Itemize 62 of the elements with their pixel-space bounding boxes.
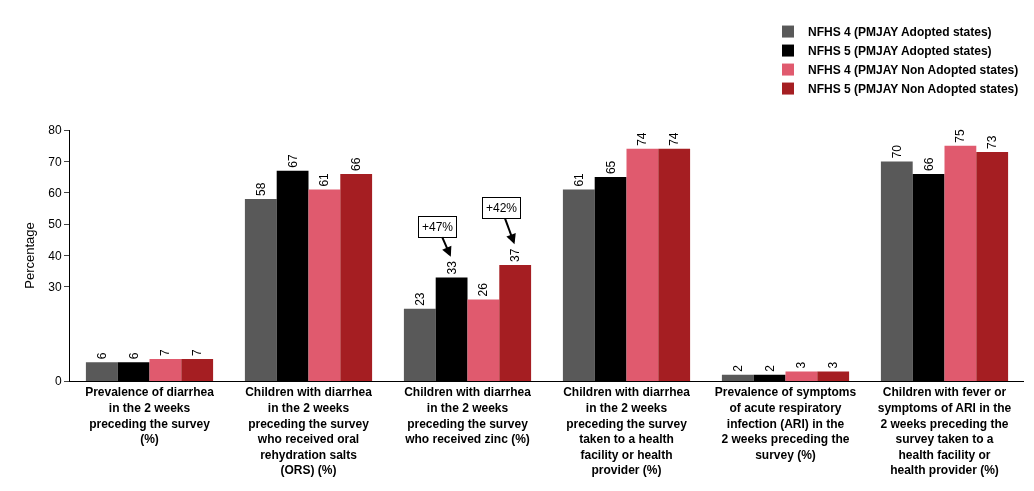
y-axis-title: Percentage bbox=[22, 222, 37, 289]
legend-label: NFHS 5 (PMJAY Non Adopted states) bbox=[808, 82, 1019, 97]
bar bbox=[880, 161, 913, 381]
data-label: 61 bbox=[317, 172, 332, 187]
data-label: 74 bbox=[667, 132, 682, 146]
data-label: 37 bbox=[508, 248, 523, 262]
x-tick-label: Children with diarrhea in the 2 weeks preceding the survey who received zinc (%) bbox=[404, 385, 532, 447]
bar bbox=[658, 148, 691, 381]
data-label: 26 bbox=[476, 282, 491, 297]
bar bbox=[467, 299, 500, 381]
x-tick-label: Children with diarrhea in the 2 weeks preceding the survey who received oral rehydration salts (ORS) (%) bbox=[245, 385, 373, 478]
data-label: 73 bbox=[985, 135, 1000, 149]
y-tick-label: 30 bbox=[48, 280, 62, 295]
x-tick-label: Prevalence of symptoms of acute respiratory infection (ARI) in the 2 weeks preceding the survey (%) bbox=[714, 385, 857, 462]
data-label: 67 bbox=[285, 154, 300, 168]
bar bbox=[149, 359, 182, 381]
bar bbox=[721, 374, 754, 381]
bar bbox=[181, 359, 214, 381]
legend-label: NFHS 4 (PMJAY Adopted states) bbox=[808, 25, 992, 40]
data-label: 74 bbox=[635, 132, 650, 146]
data-label: 33 bbox=[444, 260, 459, 275]
legend-label: NFHS 5 (PMJAY Adopted states) bbox=[808, 44, 992, 59]
data-label: 66 bbox=[921, 157, 936, 171]
bar bbox=[817, 371, 850, 381]
x-tick-label: Prevalence of diarrhea in the 2 weeks preceding the survey (%) bbox=[85, 385, 215, 447]
annotation: +42% bbox=[486, 201, 518, 215]
data-label: 23 bbox=[412, 292, 427, 306]
data-label: 7 bbox=[158, 349, 173, 357]
bar bbox=[626, 148, 659, 381]
y-tick-label: 50 bbox=[48, 217, 62, 232]
bar bbox=[785, 371, 818, 381]
y-tick-label: 80 bbox=[48, 123, 62, 138]
x-tick-label: Children with diarrhea in the 2 weeks preceding the survey taken to a health facility or health provider (%) bbox=[563, 385, 691, 478]
data-label: 3 bbox=[826, 361, 841, 369]
bar bbox=[944, 145, 977, 381]
annotation: +47% bbox=[422, 220, 454, 234]
y-tick-label: 0 bbox=[54, 374, 62, 389]
bar bbox=[244, 199, 277, 381]
bar bbox=[308, 189, 341, 381]
bar bbox=[85, 362, 118, 381]
data-label: 2 bbox=[730, 364, 745, 372]
data-label: 66 bbox=[349, 157, 364, 171]
bar bbox=[976, 151, 1009, 381]
y-tick-label: 40 bbox=[48, 248, 62, 263]
bar bbox=[340, 173, 373, 381]
bar bbox=[499, 264, 532, 381]
bar bbox=[562, 189, 595, 381]
legend-label: NFHS 4 (PMJAY Non Adopted states) bbox=[808, 63, 1019, 78]
data-label: 58 bbox=[253, 182, 268, 197]
data-label: 6 bbox=[126, 352, 141, 360]
data-label: 3 bbox=[794, 361, 809, 369]
y-tick-label: 70 bbox=[48, 154, 62, 169]
data-label: 65 bbox=[603, 160, 618, 175]
bar bbox=[403, 308, 436, 381]
data-label: 2 bbox=[762, 364, 777, 372]
data-label: 7 bbox=[190, 349, 205, 357]
y-tick-label: 60 bbox=[48, 185, 62, 200]
data-label: 70 bbox=[889, 144, 904, 159]
data-label: 61 bbox=[571, 172, 586, 187]
x-tick-label: Children with fever or symptoms of ARI in the 2 weeks preceding the survey taken to a health facility or health provider (%) bbox=[877, 385, 1012, 478]
data-label: 75 bbox=[953, 129, 968, 143]
data-label: 6 bbox=[94, 352, 109, 360]
